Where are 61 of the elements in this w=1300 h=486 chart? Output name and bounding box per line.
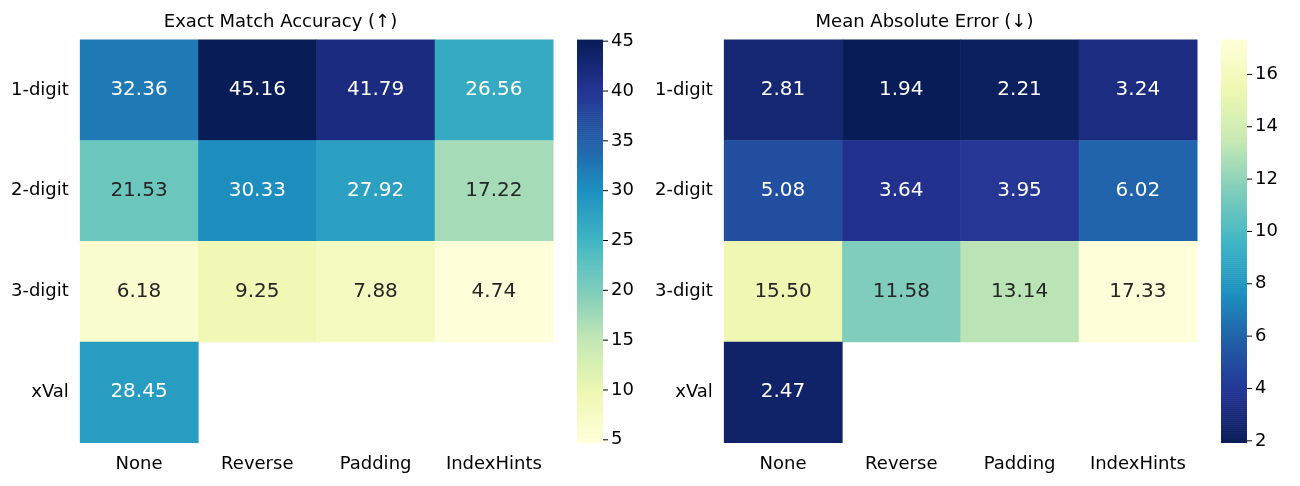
- data-label: 17.33: [1109, 277, 1167, 302]
- y-tick-label: 2-digit: [655, 178, 713, 200]
- x-tick-label: None: [115, 451, 163, 473]
- x-tick-label: Reverse: [865, 451, 938, 473]
- data-label: 9.25: [235, 277, 280, 302]
- x-tick-label: Padding: [339, 451, 412, 473]
- x-tick-label: Reverse: [221, 451, 294, 473]
- color-bar-label: 4: [1255, 376, 1267, 398]
- color-bar-label: 45: [611, 28, 634, 50]
- color-bar-label: 8: [1255, 271, 1267, 293]
- color-bar-label: 30: [611, 178, 634, 200]
- data-label: 1.94: [879, 76, 924, 101]
- color-bar-label: 40: [611, 78, 634, 100]
- data-label: 4.74: [471, 277, 517, 302]
- data-label: 6.18: [116, 277, 162, 302]
- color-bar-label: 35: [611, 128, 634, 150]
- data-label: 17.22: [465, 176, 523, 201]
- data-label: 2.21: [997, 76, 1042, 101]
- data-label: 28.45: [110, 378, 168, 403]
- color-bar-label: 10: [1255, 219, 1278, 241]
- color-bar-label: 15: [611, 327, 634, 349]
- x-tick-label: Padding: [983, 451, 1056, 473]
- y-tick-label: 1-digit: [11, 77, 69, 99]
- data-label: 32.36: [110, 76, 168, 101]
- y-tick-label: 1-digit: [655, 77, 713, 99]
- data-label: 3.24: [1115, 76, 1161, 101]
- data-label: 15.50: [754, 277, 812, 302]
- chart-title: Exact Match Accuracy (↑): [163, 10, 398, 32]
- x-tick-label: None: [759, 451, 807, 473]
- x-tick-label: IndexHints: [445, 451, 542, 473]
- y-tick-label: 2-digit: [11, 178, 69, 200]
- data-label: 41.79: [346, 76, 405, 101]
- chart-title: Mean Absolute Error (↓): [815, 10, 1034, 32]
- y-tick-label: xVal: [675, 379, 713, 401]
- data-label: 11.58: [872, 277, 930, 302]
- data-label: 45.16: [228, 76, 286, 101]
- y-tick-label: 3-digit: [655, 279, 713, 301]
- color-bar-label: 20: [611, 278, 634, 299]
- data-label: 21.53: [110, 176, 168, 201]
- data-label: 2.47: [760, 378, 806, 403]
- color-bar-label: 2: [1255, 428, 1267, 450]
- data-label: 3.95: [997, 176, 1042, 201]
- data-label: 26.56: [465, 76, 523, 101]
- data-label: 13.14: [990, 277, 1049, 302]
- data-label: 2.81: [760, 76, 806, 101]
- data-label: 6.02: [1115, 176, 1161, 201]
- color-bar-label: 16: [1255, 62, 1278, 84]
- x-tick-label: IndexHints: [1089, 451, 1186, 473]
- color-bar-label: 5: [611, 427, 623, 449]
- color-bar-label: 25: [611, 228, 634, 250]
- y-tick-label: 3-digit: [11, 279, 69, 301]
- data-label: 7.88: [353, 277, 398, 302]
- data-label: 27.92: [346, 176, 405, 201]
- color-bar-label: 12: [1255, 166, 1278, 188]
- color-bar-label: 14: [1255, 114, 1278, 136]
- data-label: 3.64: [879, 176, 924, 201]
- data-label: 30.33: [228, 176, 286, 201]
- y-tick-label: xVal: [31, 379, 69, 401]
- color-bar-label: 10: [611, 377, 634, 399]
- color-bar-label: 6: [1255, 323, 1267, 345]
- data-label: 5.08: [760, 176, 806, 201]
